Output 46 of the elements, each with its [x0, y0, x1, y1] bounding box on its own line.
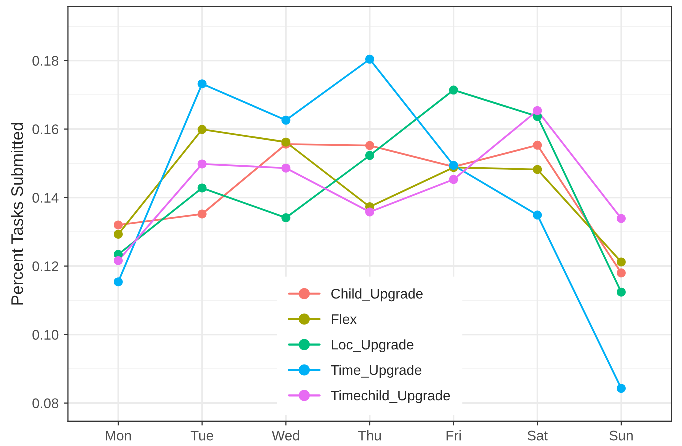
point	[449, 175, 458, 184]
point	[533, 165, 542, 174]
x-tick-label: Wed	[272, 430, 300, 441]
point	[616, 214, 626, 224]
point	[449, 86, 458, 95]
y-tick-label: 0.10	[32, 330, 59, 340]
point	[616, 258, 626, 267]
y-tick-label: 0.14	[32, 193, 59, 203]
point	[198, 210, 207, 219]
point	[616, 268, 626, 278]
y-tick-label: 0.16	[32, 124, 59, 134]
point	[282, 214, 291, 223]
legend-label: Child_Upgrade	[332, 288, 423, 302]
y-tick-label: 0.18	[32, 56, 59, 66]
point	[365, 151, 374, 160]
legend-label: Time_Upgrade	[331, 365, 422, 378]
point	[616, 384, 626, 394]
point	[198, 125, 207, 134]
point	[114, 230, 123, 239]
point	[533, 140, 542, 150]
point	[365, 141, 374, 150]
legend-label: Loc_Upgrade	[332, 340, 414, 353]
y-tick-label: 0.08	[32, 398, 59, 408]
legend-label: Flex	[332, 314, 357, 324]
x-tick-label: Sun	[610, 430, 633, 441]
point	[533, 106, 542, 116]
x-tick-label: Thu	[358, 430, 382, 441]
point	[533, 210, 542, 220]
point	[282, 164, 291, 173]
y-tick-label: 0.12	[32, 262, 58, 272]
point	[114, 256, 123, 266]
point	[114, 220, 123, 230]
point	[198, 160, 207, 169]
point	[198, 80, 207, 89]
point	[365, 54, 374, 64]
point	[282, 116, 291, 125]
x-tick-label: Fri	[446, 430, 461, 441]
point	[114, 278, 123, 287]
y-axis-title: Percent Tasks Submitted	[11, 123, 24, 305]
point	[616, 288, 626, 297]
point	[365, 208, 374, 217]
x-tick-label: Sat	[528, 430, 548, 441]
x-tick-label: Tue	[190, 431, 214, 441]
legend-label: Timechild_Upgrade	[331, 390, 450, 404]
x-tick-label: Mon	[106, 431, 132, 441]
point	[198, 184, 207, 193]
